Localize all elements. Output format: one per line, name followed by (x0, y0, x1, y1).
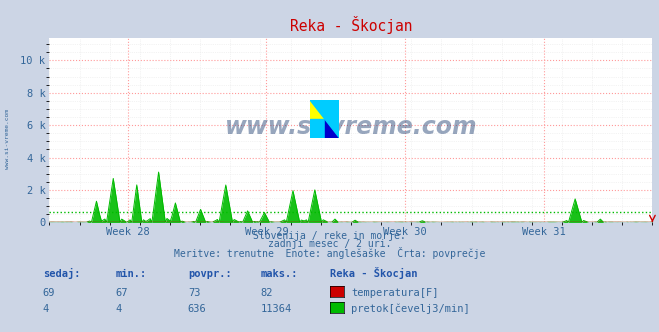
Bar (310, 119, 325, 138)
Text: 4: 4 (115, 304, 121, 314)
Title: Reka - Škocjan: Reka - Škocjan (290, 16, 412, 34)
Text: sedaj:: sedaj: (43, 268, 80, 279)
Text: pretok[čevelj3/min]: pretok[čevelj3/min] (351, 303, 470, 314)
Bar (325, 100, 339, 119)
Text: povpr.:: povpr.: (188, 269, 231, 279)
Text: 67: 67 (115, 288, 128, 298)
Text: Reka - Škocjan: Reka - Škocjan (330, 267, 417, 279)
Text: temperatura[F]: temperatura[F] (351, 288, 439, 298)
Text: Slovenija / reke in morje.: Slovenija / reke in morje. (253, 231, 406, 241)
Text: maks.:: maks.: (260, 269, 298, 279)
Text: 82: 82 (260, 288, 273, 298)
Text: 73: 73 (188, 288, 200, 298)
Text: Meritve: trenutne  Enote: anglešaške  Črta: povprečje: Meritve: trenutne Enote: anglešaške Črta… (174, 247, 485, 259)
Bar (310, 100, 325, 119)
Text: www.si-vreme.com: www.si-vreme.com (225, 115, 477, 139)
Text: 11364: 11364 (260, 304, 291, 314)
Text: min.:: min.: (115, 269, 146, 279)
Text: 636: 636 (188, 304, 206, 314)
Bar (325, 119, 339, 138)
Text: 69: 69 (43, 288, 55, 298)
Text: www.si-vreme.com: www.si-vreme.com (5, 110, 11, 169)
Text: zadnji mesec / 2 uri.: zadnji mesec / 2 uri. (268, 239, 391, 249)
Text: 4: 4 (43, 304, 49, 314)
Polygon shape (310, 100, 339, 138)
